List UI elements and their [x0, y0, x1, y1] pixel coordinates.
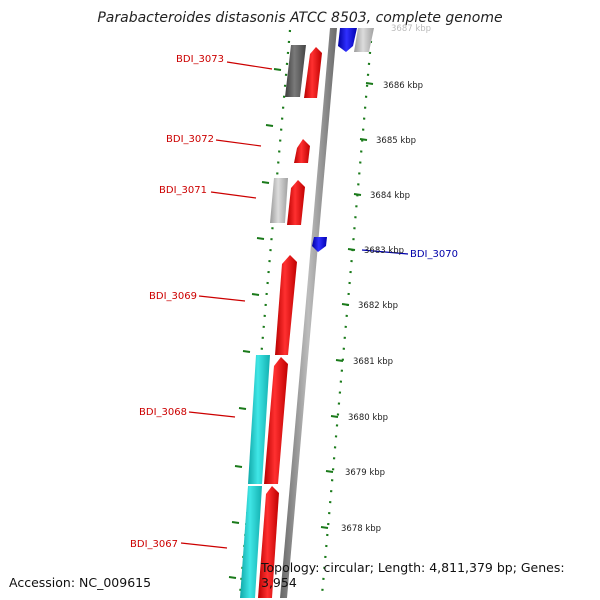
- gene-arrow-bdi3073: [304, 47, 322, 98]
- gene-label-bdi3069[interactable]: BDI_3069: [149, 291, 197, 302]
- scale-label-3684: 3684 kbp: [370, 191, 410, 201]
- feature-top-gray: [354, 28, 374, 52]
- scale-label-3683: 3683 kbp: [364, 246, 404, 256]
- genome-title: Parabacteroides distasonis ATCC 8503, co…: [97, 10, 503, 26]
- gene-label-bdi3067[interactable]: BDI_3067: [130, 539, 178, 550]
- feature-bdi3073-dark: [285, 45, 306, 97]
- scale-label-3681: 3681 kbp: [353, 357, 393, 367]
- gene-label-bdi3072[interactable]: BDI_3072: [166, 134, 214, 145]
- gene-label-bdi3073[interactable]: BDI_3073: [176, 54, 224, 65]
- scale-label-3686: 3686 kbp: [383, 81, 423, 91]
- gene-arrow-bdi3069: [275, 255, 297, 355]
- genome-backbone: [280, 28, 337, 598]
- outer-tick-ring: [320, 29, 374, 596]
- accession-label: Accession: NC_009615: [9, 575, 152, 590]
- gene-arrow-top-reverse: [338, 28, 357, 52]
- scale-label-3687: 3687 kbp: [391, 24, 431, 34]
- feature-bdi3071-gray: [270, 178, 288, 223]
- feature-bdi3067-rna: [240, 486, 262, 598]
- gene-arrow-bdi3068: [264, 357, 288, 484]
- gene-label-bdi3068[interactable]: BDI_3068: [139, 407, 187, 418]
- gene-label-bdi3070[interactable]: BDI_3070: [410, 249, 458, 260]
- scale-label-3685: 3685 kbp: [376, 136, 416, 146]
- scale-label-3682: 3682 kbp: [358, 301, 398, 311]
- gene-arrow-bdi3071: [287, 180, 305, 225]
- topology-label: Topology: circular; Length: 4,811,379 bp…: [261, 560, 565, 590]
- gene-label-bdi3071[interactable]: BDI_3071: [159, 185, 207, 196]
- inner-major-ticks: [228, 68, 282, 579]
- gene-arrow-bdi3067: [258, 486, 279, 598]
- scale-label-3680: 3680 kbp: [348, 413, 388, 423]
- feature-bdi3068-rna: [248, 355, 270, 484]
- gene-arrow-bdi3070: [312, 237, 327, 252]
- outer-major-ticks: [320, 82, 374, 529]
- gene-leader-lines: [180, 61, 409, 549]
- scale-label-3678: 3678 kbp: [341, 524, 381, 534]
- gene-arrow-bdi3072: [294, 139, 310, 163]
- scale-label-3679: 3679 kbp: [345, 468, 385, 478]
